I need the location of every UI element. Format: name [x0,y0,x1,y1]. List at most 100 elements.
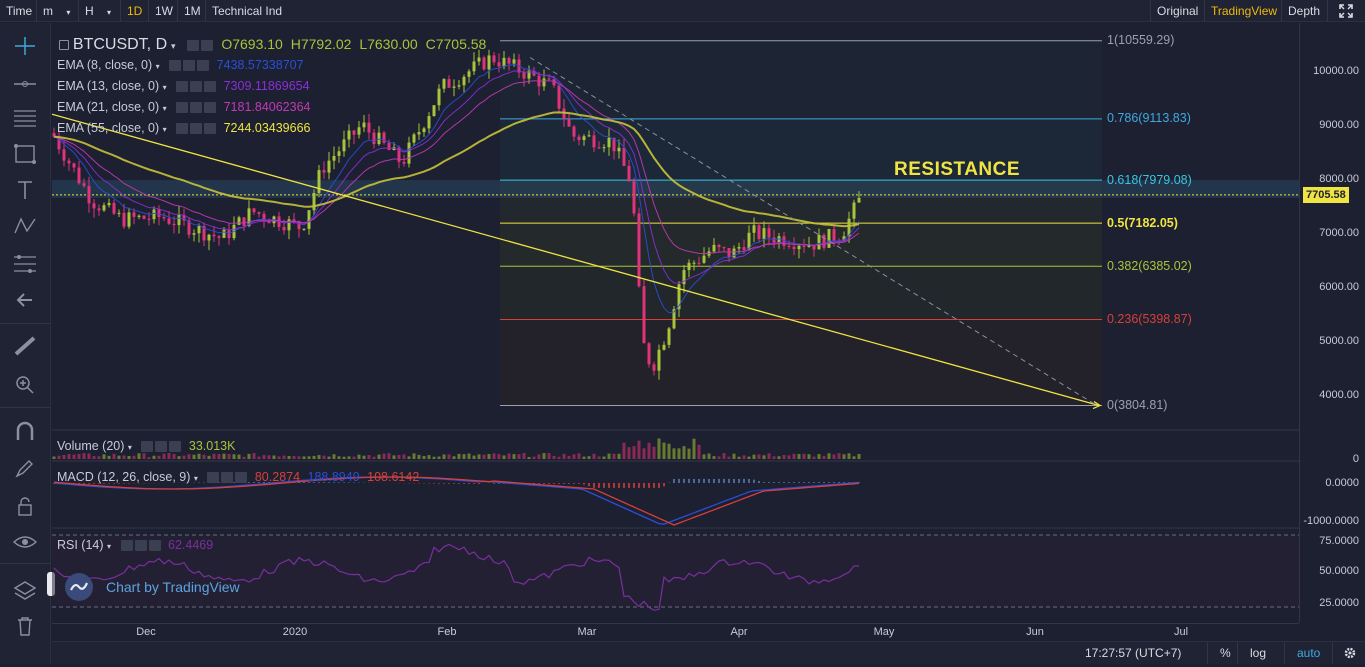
volume-bar [693,439,696,459]
macd-histogram-bar [618,483,620,488]
macd-histogram-bar [823,482,825,483]
visibility-icon[interactable] [176,123,188,134]
tradingview-watermark[interactable]: Chart by TradingView [64,572,240,602]
visibility-icon[interactable] [207,472,219,483]
interval-1d-button[interactable]: 1D [120,0,148,22]
visibility-icon[interactable] [121,540,133,551]
close-icon[interactable] [235,472,247,483]
percent-toggle[interactable]: % [1207,642,1231,664]
eye-icon[interactable] [12,531,38,553]
volume-bar [303,456,306,459]
time-button[interactable]: Time [0,0,38,22]
indicator-ema8[interactable]: EMA (8, close, 0) ▾ 7438.57338707 [57,58,304,72]
candle-body [668,328,671,344]
macd-histogram-bar [593,483,595,488]
volume-bar [743,455,746,459]
close-icon[interactable] [149,540,161,551]
candle-body [833,229,836,241]
rectangle-icon[interactable] [12,143,38,165]
status-bar: 17:27:57 (UTC+7) % log auto [52,641,1365,664]
log-toggle[interactable]: log [1237,642,1266,664]
macd-histogram-bar [448,483,450,484]
volume-bar [398,455,401,459]
visibility-icon[interactable] [169,60,181,71]
close-icon[interactable] [204,102,216,113]
chart-area[interactable]: BTCUSDT, D ▾ O7693.10 H7792.02 L7630.00 … [52,23,1299,623]
candle-body [348,131,351,140]
volume-bar [708,454,711,459]
candle-body [548,78,551,79]
lock-icon[interactable] [12,495,38,517]
candle-body [433,105,436,116]
view-depth-button[interactable]: Depth [1281,0,1326,22]
toolbar-divider [0,407,51,408]
settings-icon[interactable] [221,472,233,483]
indicator-ema55[interactable]: EMA (55, close, 0) ▾ 7244.03439666 [57,121,311,135]
volume-bar [678,448,681,459]
rsi-legend[interactable]: RSI (14) ▾ 62.4469 [57,538,213,552]
view-original-button[interactable]: Original [1150,0,1204,22]
draw-mode-icon[interactable] [12,457,38,479]
volume-bar [423,456,426,459]
interval-minute-dropdown[interactable]: m ▾ [36,0,76,22]
macd-histogram-bar [478,483,480,484]
fullscreen-icon [1339,4,1353,18]
settings-icon[interactable] [190,102,202,113]
close-icon[interactable] [197,60,209,71]
zoom-in-icon[interactable] [12,373,38,395]
resistance-annotation[interactable]: RESISTANCE [894,159,1020,181]
volume-bar [838,453,841,459]
settings-icon[interactable] [201,40,213,51]
fib-tool-icon[interactable] [12,253,38,275]
candle-body [333,156,336,161]
pattern-icon[interactable] [12,215,38,237]
settings-icon[interactable] [155,441,167,452]
volume-bar [383,454,386,459]
visibility-icon[interactable] [141,441,153,452]
interval-hour-dropdown[interactable]: H ▾ [78,0,117,22]
symbol-title[interactable]: BTCUSDT, D [73,36,167,53]
settings-icon[interactable] [190,123,202,134]
close-icon[interactable] [204,123,216,134]
visibility-icon[interactable] [176,81,188,92]
ruler-icon[interactable] [12,335,38,357]
visibility-icon[interactable] [187,40,199,51]
indicator-ema13[interactable]: EMA (13, close, 0) ▾ 7309.11869654 [57,79,310,93]
macd-histogram-bar [753,480,755,483]
chevron-down-icon[interactable]: ▾ [171,41,176,51]
close-icon[interactable] [169,441,181,452]
horizontal-lines-icon[interactable] [12,107,38,129]
interval-1w-button[interactable]: 1W [148,0,179,22]
magnet-icon[interactable] [12,421,38,443]
macd-legend[interactable]: MACD (12, 26, close, 9) ▾ 80.2874 188.89… [57,470,419,484]
trend-line-icon[interactable] [12,73,38,95]
settings-icon[interactable] [183,60,195,71]
candle-body [493,55,496,62]
macd-histogram-bar [653,483,655,488]
volume-bar [128,456,131,459]
candle-body [358,127,361,134]
view-tradingview-button[interactable]: TradingView [1204,0,1283,22]
time-axis[interactable]: Dec 2020 Feb Mar Apr May Jun Jul [52,623,1299,641]
auto-toggle[interactable]: auto [1284,642,1320,664]
volume-bar [523,453,526,459]
visibility-icon[interactable] [176,102,188,113]
indicator-ema21[interactable]: EMA (21, close, 0) ▾ 7181.84062364 [57,100,311,114]
collapse-legend-icon[interactable] [59,40,69,50]
interval-1m-button[interactable]: 1M [177,0,207,22]
text-icon[interactable] [12,179,38,201]
layers-icon[interactable] [12,579,38,601]
technical-indicators-button[interactable]: Technical Ind [205,0,288,22]
macd-histogram-bar [658,483,660,488]
close-icon[interactable] [204,81,216,92]
price-axis[interactable]: 10000.00 9000.00 8000.00 7000.00 6000.00… [1299,23,1365,623]
volume-legend[interactable]: Volume (20) ▾ 33.013K [57,439,235,453]
trash-icon[interactable] [12,615,38,637]
fullscreen-button[interactable] [1327,0,1365,22]
time-tick: May [874,626,895,638]
settings-icon[interactable] [135,540,147,551]
back-arrow-icon[interactable] [12,289,38,311]
settings-icon[interactable] [190,81,202,92]
chart-settings-button[interactable] [1332,642,1357,664]
crosshair-icon[interactable] [12,35,38,57]
